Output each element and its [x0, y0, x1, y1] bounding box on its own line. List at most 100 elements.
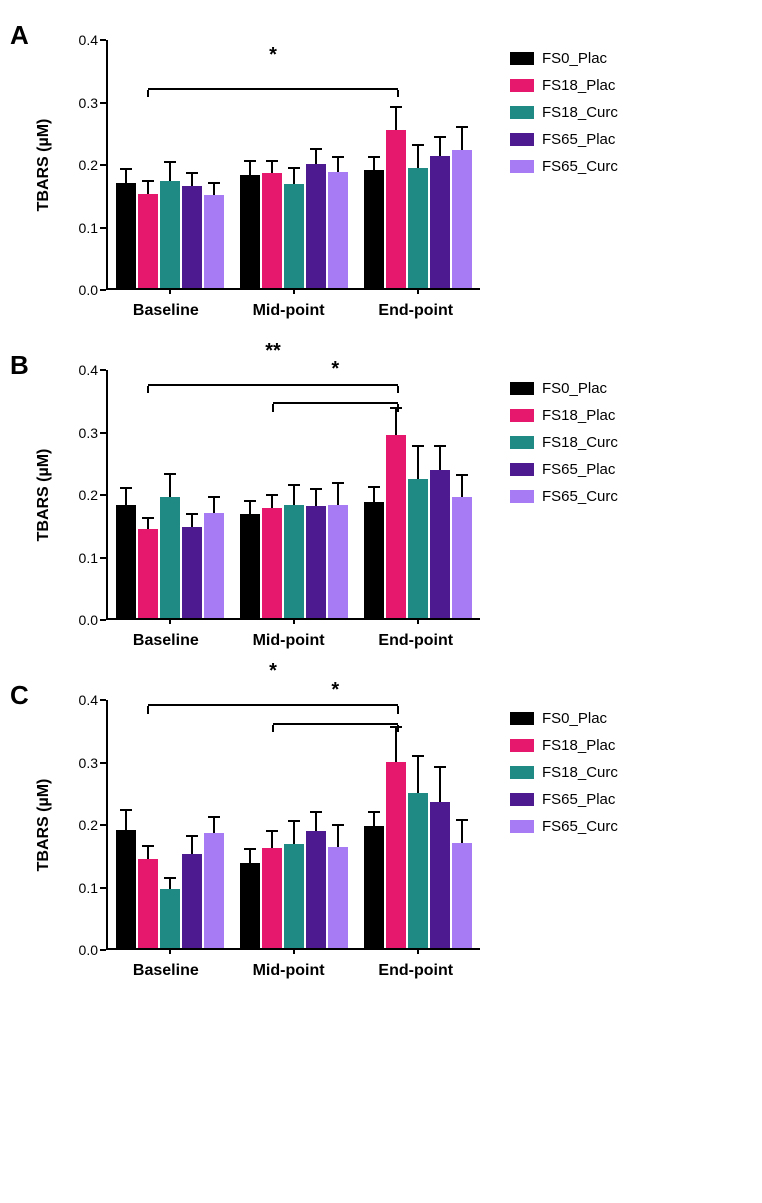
bar-rect [160, 497, 180, 618]
bar [306, 700, 326, 948]
bar-rect [138, 194, 158, 288]
bar [160, 370, 180, 618]
legend-item: FS0_Plac [510, 710, 618, 727]
panel-label: C [10, 680, 50, 711]
bar [328, 40, 348, 288]
bar-rect [284, 184, 304, 288]
figure-root: ATBARS (µM)0.00.10.20.30.4*BaselineMid-p… [10, 20, 752, 990]
x-tick-label: End-point [378, 302, 453, 320]
legend-swatch [510, 106, 534, 119]
category-group [240, 370, 348, 618]
plot-area: *** [106, 370, 480, 620]
legend-item: FS18_Plac [510, 407, 618, 424]
bar [240, 370, 260, 618]
bar-rect [138, 859, 158, 948]
bar [408, 40, 428, 288]
bar-rect [306, 506, 326, 618]
bar-rect [160, 181, 180, 288]
y-tick-label: 0.0 [79, 942, 98, 958]
category-group [240, 700, 348, 948]
bar-rect [430, 470, 450, 618]
y-tick-label: 0.0 [79, 282, 98, 298]
bar-rect [182, 854, 202, 948]
x-tick-label: End-point [378, 962, 453, 980]
category-group [364, 40, 472, 288]
bar-rect [306, 164, 326, 288]
bar-rect [364, 826, 384, 948]
legend-item: FS18_Curc [510, 434, 618, 451]
x-tick-label: Baseline [133, 962, 199, 980]
legend-item: FS18_Curc [510, 104, 618, 121]
bar-rect [116, 183, 136, 288]
legend-label: FS18_Curc [542, 104, 618, 121]
x-tick-label: Mid-point [253, 962, 325, 980]
legend-item: FS65_Curc [510, 818, 618, 835]
bar-rect [328, 505, 348, 618]
significance-label: * [331, 358, 339, 381]
category-group [116, 370, 224, 618]
legend-label: FS18_Curc [542, 764, 618, 781]
bar-rect [182, 186, 202, 288]
bar-rect [262, 848, 282, 948]
bar [430, 370, 450, 618]
bar [364, 700, 384, 948]
bar-rect [430, 156, 450, 288]
significance-bracket [273, 723, 398, 725]
bar [138, 370, 158, 618]
bar [452, 370, 472, 618]
bar [240, 40, 260, 288]
bar-rect [328, 172, 348, 288]
legend-swatch [510, 490, 534, 503]
y-tick-label: 0.3 [79, 425, 98, 441]
bar [306, 40, 326, 288]
bar [328, 370, 348, 618]
legend-label: FS18_Plac [542, 407, 615, 424]
legend-item: FS65_Curc [510, 488, 618, 505]
significance-bracket [148, 384, 397, 386]
legend-swatch [510, 382, 534, 395]
legend-swatch [510, 436, 534, 449]
y-axis-label: TBARS (µM) [35, 119, 53, 212]
bar-rect [306, 831, 326, 948]
bar-rect [116, 505, 136, 618]
bar-rect [364, 502, 384, 618]
plot-area: ** [106, 700, 480, 950]
bar-rect [240, 514, 260, 618]
legend-swatch [510, 160, 534, 173]
bar [364, 40, 384, 288]
panel-label: B [10, 350, 50, 381]
category-group [240, 40, 348, 288]
bar [364, 370, 384, 618]
bar-rect [204, 833, 224, 948]
legend-label: FS65_Plac [542, 131, 615, 148]
y-tick-label: 0.2 [79, 487, 98, 503]
y-tick-label: 0.1 [79, 880, 98, 896]
legend-item: FS65_Curc [510, 158, 618, 175]
legend-label: FS18_Curc [542, 434, 618, 451]
bar-rect [262, 173, 282, 288]
x-tick-label: Baseline [133, 632, 199, 650]
bar-rect [452, 150, 472, 288]
bar-rect [262, 508, 282, 618]
bar-chart: TBARS (µM)0.00.10.20.30.4**BaselineMid-p… [50, 680, 480, 990]
bar [430, 700, 450, 948]
category-group [364, 700, 472, 948]
bar-rect [452, 843, 472, 948]
bar [430, 40, 450, 288]
bar-rect [284, 505, 304, 618]
y-tick-label: 0.1 [79, 220, 98, 236]
significance-bracket [148, 88, 397, 90]
bar [116, 370, 136, 618]
legend-label: FS18_Plac [542, 77, 615, 94]
category-group [116, 700, 224, 948]
bar [408, 370, 428, 618]
legend-swatch [510, 409, 534, 422]
plot-area: * [106, 40, 480, 290]
bar-chart: TBARS (µM)0.00.10.20.30.4*BaselineMid-po… [50, 20, 480, 330]
legend-item: FS18_Plac [510, 77, 618, 94]
panel-C: CTBARS (µM)0.00.10.20.30.4**BaselineMid-… [10, 680, 752, 990]
panel-B: BTBARS (µM)0.00.10.20.30.4***BaselineMid… [10, 350, 752, 660]
bar [284, 370, 304, 618]
significance-label: * [269, 44, 277, 67]
x-tick-label: Mid-point [253, 302, 325, 320]
